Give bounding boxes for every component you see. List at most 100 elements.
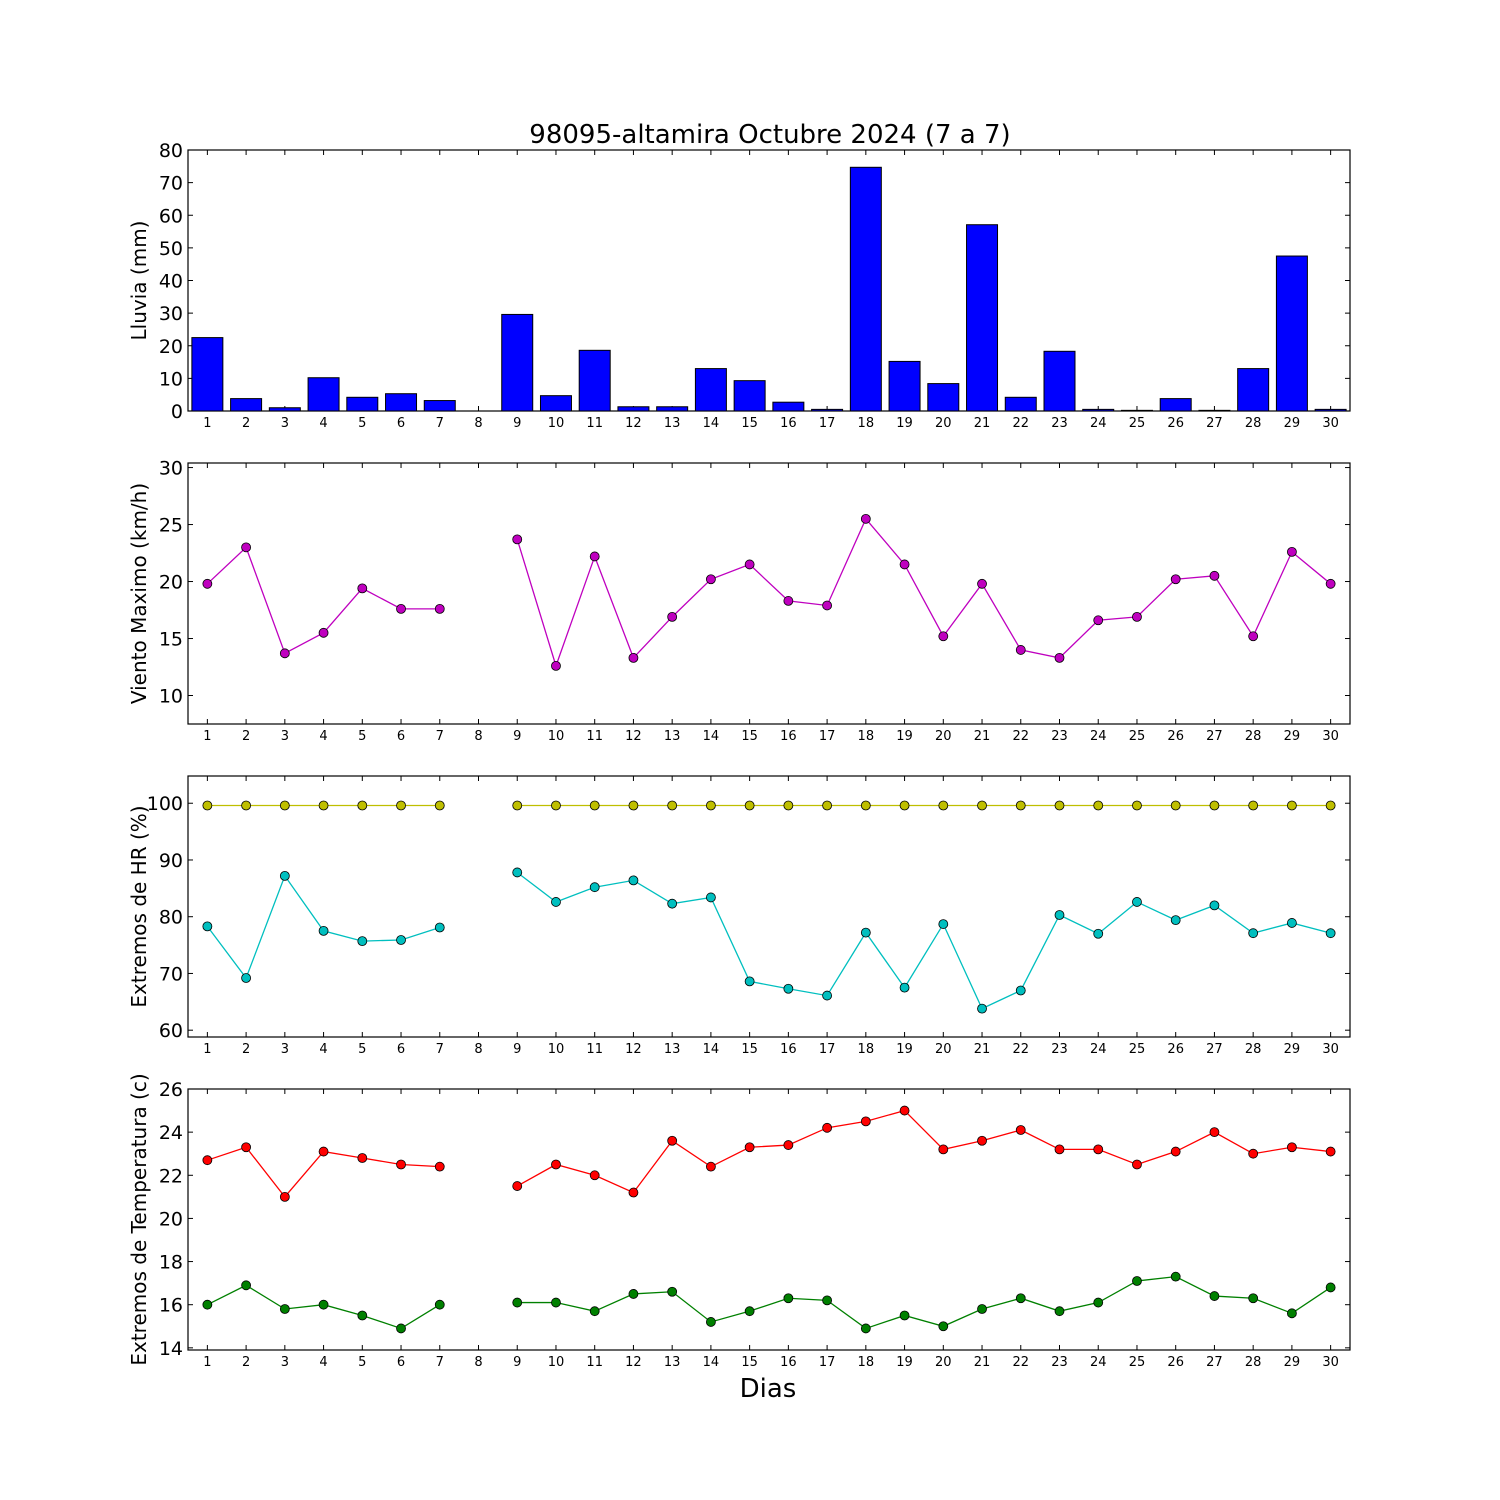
series-point (1170, 800, 1181, 811)
y-axis-label: Lluvia (mm) (127, 221, 151, 341)
x-tick-label: 28 (1245, 416, 1262, 431)
series-point (1093, 615, 1104, 626)
series-point (706, 892, 716, 903)
x-tick-label: 8 (474, 729, 482, 744)
series-point (1248, 631, 1259, 642)
series-point (1209, 1291, 1220, 1301)
series-point (938, 1321, 949, 1332)
series-point (860, 800, 871, 811)
series-point (1170, 1146, 1181, 1157)
x-tick-label: 17 (819, 729, 836, 744)
x-tick-label: 13 (664, 416, 681, 431)
y-tick-label: 15 (159, 629, 183, 651)
x-tick-label: 14 (703, 416, 720, 431)
series-point (628, 1289, 639, 1299)
series-point (1325, 1282, 1336, 1293)
x-tick-label: 25 (1129, 1355, 1146, 1370)
series-point (434, 922, 445, 933)
series-point (512, 867, 523, 878)
series-point (938, 1144, 949, 1155)
x-tick-label: 7 (436, 416, 444, 431)
rain-bar (268, 407, 301, 412)
x-tick-label: 21 (974, 1042, 991, 1057)
series-point (1325, 928, 1336, 939)
axes-frame (187, 462, 1351, 725)
x-tick-label: 26 (1167, 729, 1184, 744)
series-point (279, 1304, 290, 1314)
series-line (517, 1275, 1331, 1330)
rain-bar (617, 406, 650, 412)
series-point (706, 1317, 716, 1327)
series-point (628, 800, 639, 811)
x-tick-label: 26 (1167, 416, 1184, 431)
x-tick-label: 8 (474, 1355, 482, 1370)
series-point (279, 870, 290, 881)
x-tick-label: 17 (819, 416, 836, 431)
series-point (1054, 1306, 1065, 1317)
x-tick-label: 16 (780, 1042, 797, 1057)
series-point (241, 973, 252, 983)
rain-bar (307, 377, 340, 412)
series-point (1287, 1308, 1297, 1319)
series-point (783, 596, 794, 606)
x-tick-label: 21 (974, 729, 991, 744)
series-point (1015, 985, 1026, 996)
series-point (1248, 928, 1259, 939)
series-line (516, 1109, 1331, 1194)
x-tick-label: 18 (858, 416, 875, 431)
rain-bar (1314, 408, 1347, 412)
y-tick-label: 20 (159, 1208, 183, 1230)
y-tick-label: 10 (159, 686, 183, 708)
x-tick-label: 21 (974, 1355, 991, 1370)
y-axis-label: Extremos de Temperatura (c) (127, 1073, 151, 1365)
series-point (396, 1159, 406, 1170)
rain-bar (733, 380, 766, 412)
series-line (516, 871, 1331, 1010)
series-point (1054, 652, 1065, 663)
series-point (202, 800, 213, 811)
series-point (551, 1159, 561, 1170)
series-point (1054, 1144, 1065, 1155)
series-point (202, 578, 213, 589)
series-point (744, 800, 755, 811)
series-point (1132, 897, 1142, 907)
y-tick-label: 26 (159, 1079, 183, 1101)
series-point (977, 1003, 987, 1014)
series-point (396, 603, 406, 614)
rain-bar (501, 313, 534, 412)
x-tick-label: 30 (1322, 416, 1339, 431)
x-tick-label: 3 (281, 416, 289, 431)
chart-title: 98095-altamira Octubre 2024 (7 a 7) (529, 120, 1010, 150)
x-tick-label: 11 (586, 1042, 603, 1057)
x-axis-label: Dias (740, 1374, 797, 1404)
rain-bar (539, 395, 572, 412)
series-point (667, 1135, 678, 1146)
series-point (744, 976, 755, 987)
x-tick-label: 18 (858, 1355, 875, 1370)
rain-bar (1159, 398, 1192, 412)
x-tick-label: 25 (1129, 729, 1146, 744)
series-point (667, 1286, 678, 1297)
x-tick-label: 6 (397, 416, 405, 431)
series-point (318, 925, 329, 936)
series-point (1015, 645, 1026, 655)
x-tick-label: 4 (319, 1355, 327, 1370)
series-point (241, 542, 252, 553)
x-tick-label: 4 (319, 416, 327, 431)
series-point (628, 875, 639, 886)
y-tick-label: 70 (159, 963, 183, 985)
series-point (1015, 1293, 1026, 1304)
x-tick-label: 5 (358, 1042, 366, 1057)
series-point (822, 600, 832, 611)
x-tick-label: 30 (1322, 729, 1339, 744)
series-point (667, 800, 678, 811)
rain-bar (578, 349, 611, 412)
series-point (551, 800, 561, 811)
series-point (1015, 800, 1026, 811)
x-tick-label: 9 (513, 1042, 521, 1057)
series-point (279, 648, 290, 659)
series-point (977, 1304, 987, 1314)
series-point (977, 578, 987, 589)
